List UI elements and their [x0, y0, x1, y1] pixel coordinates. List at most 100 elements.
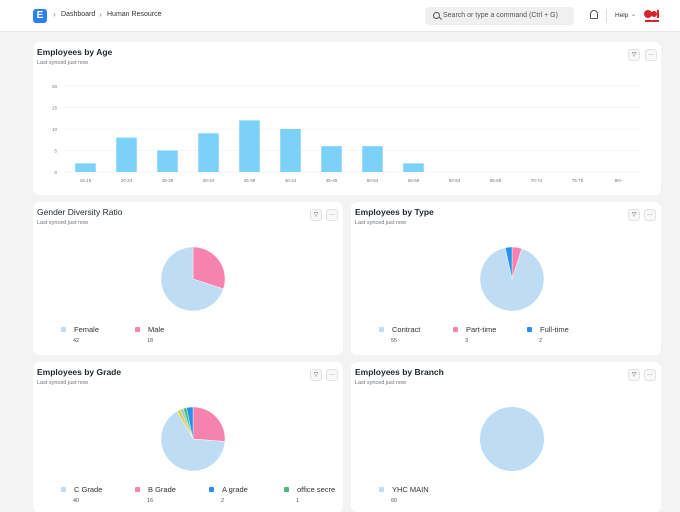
more-options-icon[interactable]: ···: [644, 209, 656, 221]
gender-diversity-card: Gender Diversity Ratio Last synced just …: [33, 202, 343, 355]
legend-value: 18: [147, 338, 154, 344]
pie-slice[interactable]: [160, 410, 226, 472]
card-subtitle: Last synced just now: [355, 220, 407, 226]
card-title: Gender Diversity Ratio: [37, 207, 123, 217]
bar[interactable]: [157, 150, 178, 173]
legend-swatch: [527, 327, 532, 332]
x-tick-label: 70-74: [531, 178, 543, 183]
pie-slice[interactable]: [186, 406, 194, 440]
bar[interactable]: [321, 146, 342, 172]
legend-swatch: [284, 487, 289, 492]
bar[interactable]: [403, 163, 424, 172]
breadcrumb-dashboard[interactable]: Dashboard: [61, 11, 96, 18]
x-tick-label: 15-19: [80, 178, 92, 183]
help-menu[interactable]: Help: [615, 12, 629, 19]
x-tick-label: 35-39: [244, 178, 256, 183]
y-tick-label: 5: [54, 149, 57, 154]
more-options-icon[interactable]: ···: [644, 369, 656, 381]
employees-by-type-card: Employees by Type Last synced just now ▽…: [351, 202, 661, 355]
bar[interactable]: [198, 133, 219, 172]
x-tick-label: 50-54: [367, 178, 379, 183]
x-tick-label: 75-79: [572, 178, 584, 183]
gender-pie-chart: [160, 246, 226, 312]
legend-value: 16: [147, 498, 154, 504]
grade-pie-chart: [160, 406, 226, 472]
employees-by-age-card: Employees by Age Last synced just now ▽ …: [33, 42, 661, 195]
filter-icon[interactable]: ▽: [310, 209, 322, 221]
pie-slice[interactable]: [192, 406, 226, 442]
x-tick-label: 25-29: [162, 178, 174, 183]
legend-swatch: [61, 327, 66, 332]
filter-icon[interactable]: ▽: [628, 209, 640, 221]
legend-label: Part-time: [466, 325, 497, 334]
bar[interactable]: [362, 146, 383, 172]
legend-label: Contract: [392, 325, 421, 334]
bell-icon[interactable]: [590, 10, 598, 19]
more-options-icon[interactable]: ···: [645, 49, 657, 61]
y-tick-label: 0: [54, 170, 57, 175]
x-tick-label: 20-24: [121, 178, 133, 183]
legend-label: Full-time: [540, 325, 569, 334]
legend-swatch: [135, 487, 140, 492]
chevron-right-icon: ›: [99, 10, 102, 19]
more-options-icon[interactable]: ···: [326, 209, 338, 221]
card-title: Employees by Type: [355, 207, 434, 217]
legend-label: C Grade: [74, 485, 103, 494]
bar[interactable]: [75, 163, 96, 172]
search-placeholder: Search or type a command (Ctrl + G): [443, 12, 558, 19]
x-tick-label: 45-49: [326, 178, 338, 183]
legend-value: 3: [465, 338, 469, 344]
y-tick-label: 20: [52, 84, 58, 89]
y-tick-label: 10: [52, 127, 58, 132]
legend-value: 40: [73, 498, 80, 504]
card-title: Employees by Grade: [37, 367, 122, 377]
card-subtitle: Last synced just now: [355, 380, 407, 386]
legend-value: 55: [391, 338, 398, 344]
bar[interactable]: [280, 129, 301, 172]
legend-label: Female: [74, 325, 100, 334]
x-tick-label: 55-59: [408, 178, 420, 183]
card-subtitle: Last synced just now: [37, 380, 89, 386]
app-logo[interactable]: E: [33, 9, 47, 23]
filter-icon[interactable]: ▽: [628, 369, 640, 381]
search-input[interactable]: Search or type a command (Ctrl + G): [425, 7, 574, 25]
age-bar-chart: 0 5 10 15 20 15-19 20-24 25-29 30-34 35-39 40-44 45…: [52, 84, 639, 183]
legend-label: B Grade: [148, 485, 176, 494]
legend-label: office secre: [297, 485, 336, 494]
legend-value: 60: [391, 498, 398, 504]
pie-slice[interactable]: [192, 246, 226, 290]
breadcrumb-human-resource[interactable]: Human Resource: [107, 11, 162, 18]
chevron-right-icon: ›: [53, 10, 56, 19]
card-subtitle: Last synced just now: [37, 60, 89, 66]
legend-swatch: [379, 487, 384, 492]
pie-slice[interactable]: [160, 246, 224, 312]
legend-swatch: [135, 327, 140, 332]
x-tick-label: 80+: [615, 178, 623, 183]
bar[interactable]: [116, 137, 137, 172]
pie-slice[interactable]: [505, 246, 513, 280]
legend-label: YHC MAIN: [392, 485, 429, 494]
search-icon: [433, 12, 440, 19]
more-options-icon[interactable]: ···: [326, 369, 338, 381]
company-logo[interactable]: [642, 7, 662, 25]
pie-slice[interactable]: [479, 247, 545, 312]
legend-value: 2: [539, 338, 543, 344]
branch-pie-chart: [480, 407, 544, 471]
legend-value: 1: [296, 498, 300, 504]
x-tick-label: 60-64: [449, 178, 461, 183]
legend-swatch: [61, 487, 66, 492]
legend-value: 42: [73, 338, 80, 344]
chevron-down-icon[interactable]: ⌄: [631, 12, 637, 18]
divider: [606, 9, 607, 23]
legend-swatch: [453, 327, 458, 332]
pie-slice[interactable]: [480, 407, 544, 471]
bar[interactable]: [239, 120, 260, 172]
card-title: Employees by Age: [37, 47, 113, 57]
legend-label: A grade: [222, 485, 248, 494]
card-title: Employees by Branch: [355, 367, 444, 377]
filter-icon[interactable]: ▽: [310, 369, 322, 381]
y-tick-label: 15: [52, 106, 58, 111]
filter-icon[interactable]: ▽: [628, 49, 640, 61]
legend-value: 2: [221, 498, 225, 504]
navbar: E › Dashboard › Human Resource Search or…: [0, 0, 680, 32]
